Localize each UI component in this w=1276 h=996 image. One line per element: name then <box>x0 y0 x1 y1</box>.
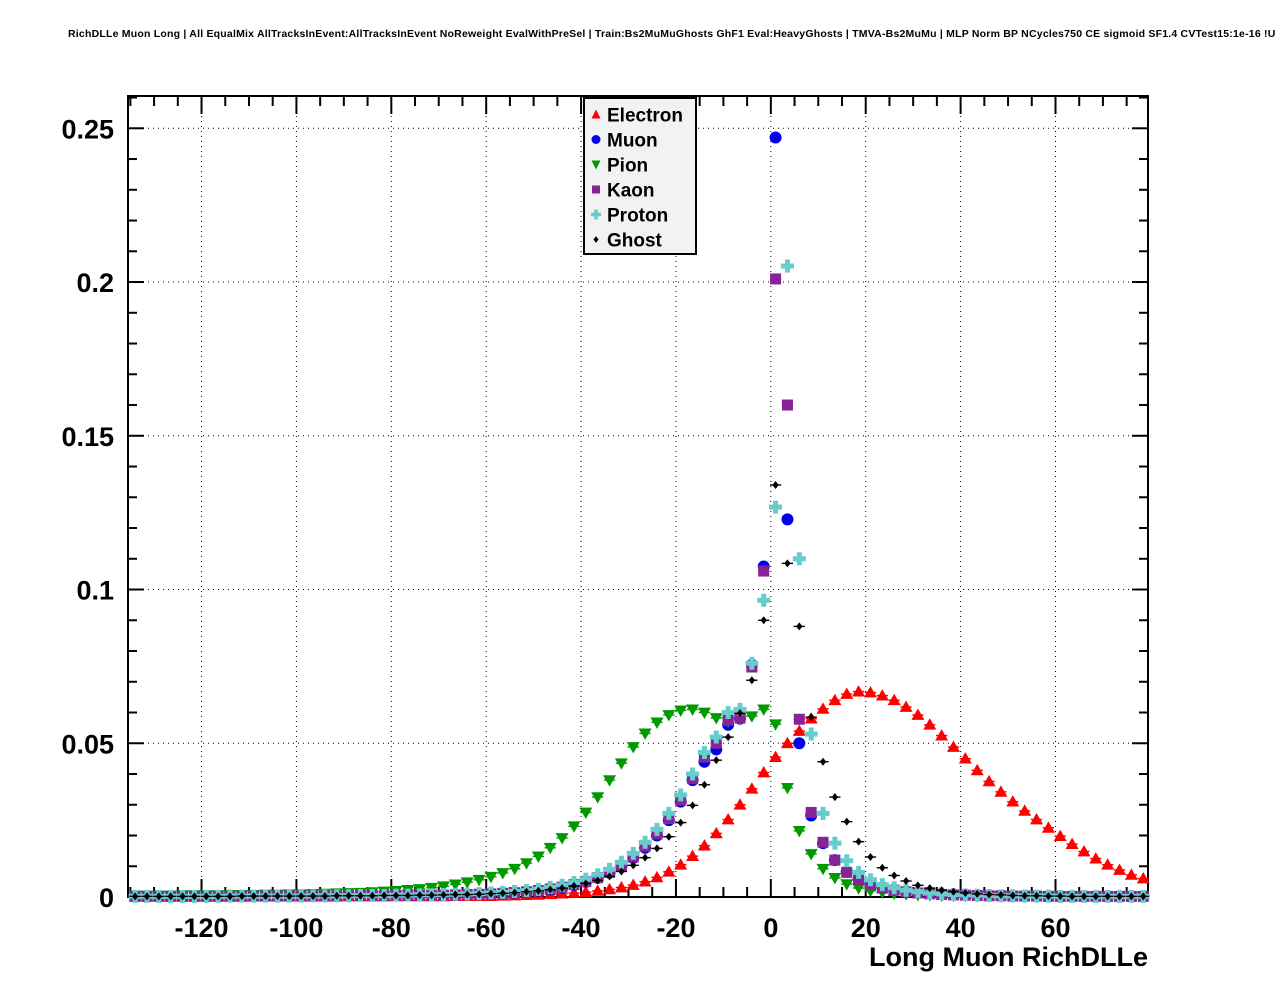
legend-item-electron[interactable]: Electron <box>591 106 684 127</box>
legend-marker-triangle-up-icon <box>591 109 601 119</box>
series-electron <box>128 685 1150 902</box>
y-tick-label: 0.25 <box>61 114 114 144</box>
series-ghost <box>129 480 1149 901</box>
data-points <box>128 131 1150 903</box>
legend-marker-cross-icon <box>591 209 601 220</box>
legend-marker-triangle-down-icon <box>591 160 601 170</box>
x-tick-label: -120 <box>175 913 229 943</box>
x-tick-label: 0 <box>763 913 778 943</box>
legend-label: Proton <box>607 206 668 227</box>
legend-marker-dot-icon <box>593 236 599 243</box>
legend-marker-square-icon <box>592 185 600 194</box>
series-pion <box>128 704 1150 903</box>
plot-title: RichDLLe Muon Long | All EqualMix AllTra… <box>68 28 1276 40</box>
x-tick-label: 40 <box>946 913 976 943</box>
legend-label: Ghost <box>607 231 663 252</box>
legend-marker-circle-icon <box>591 135 601 144</box>
x-tick-label: -100 <box>269 913 323 943</box>
y-tick-label: 0.1 <box>76 576 114 606</box>
x-tick-label: 20 <box>851 913 881 943</box>
legend-box <box>583 97 697 255</box>
x-tick-label: -40 <box>562 913 601 943</box>
x-tick-label: 60 <box>1040 913 1070 943</box>
legend-item-pion[interactable]: Pion <box>591 156 649 177</box>
legend-item-ghost[interactable]: Ghost <box>593 231 663 252</box>
legend[interactable]: Electron Muon Pion Kaon Proton Ghost <box>583 97 697 255</box>
y-tick-label: 0.15 <box>61 422 114 452</box>
x-tick-label: -20 <box>656 913 695 943</box>
legend-label: Pion <box>607 156 648 177</box>
legend-item-proton[interactable]: Proton <box>591 206 668 227</box>
series-kaon <box>129 273 1149 902</box>
legend-label: Kaon <box>607 181 655 202</box>
legend-item-kaon[interactable]: Kaon <box>592 181 655 202</box>
y-tick-label: 0.05 <box>61 729 114 759</box>
x-tick-label: -80 <box>372 913 411 943</box>
x-axis-title: Long Muon RichDLLe <box>869 942 1148 972</box>
legend-label: Muon <box>607 131 658 152</box>
x-tick-label: -60 <box>467 913 506 943</box>
y-tick-label: 0.2 <box>76 268 114 298</box>
legend-item-muon[interactable]: Muon <box>591 131 658 152</box>
x-axis-title-group: Long Muon RichDLLe <box>869 942 1148 972</box>
axis-tick-labels: 0 0.05 0.1 0.15 0.2 0.25 -120 -100 -80 -60 -40 -20 0… <box>61 114 1070 943</box>
series-proton <box>128 259 1150 903</box>
y-tick-label: 0 <box>99 883 114 913</box>
legend-label: Electron <box>607 106 683 127</box>
